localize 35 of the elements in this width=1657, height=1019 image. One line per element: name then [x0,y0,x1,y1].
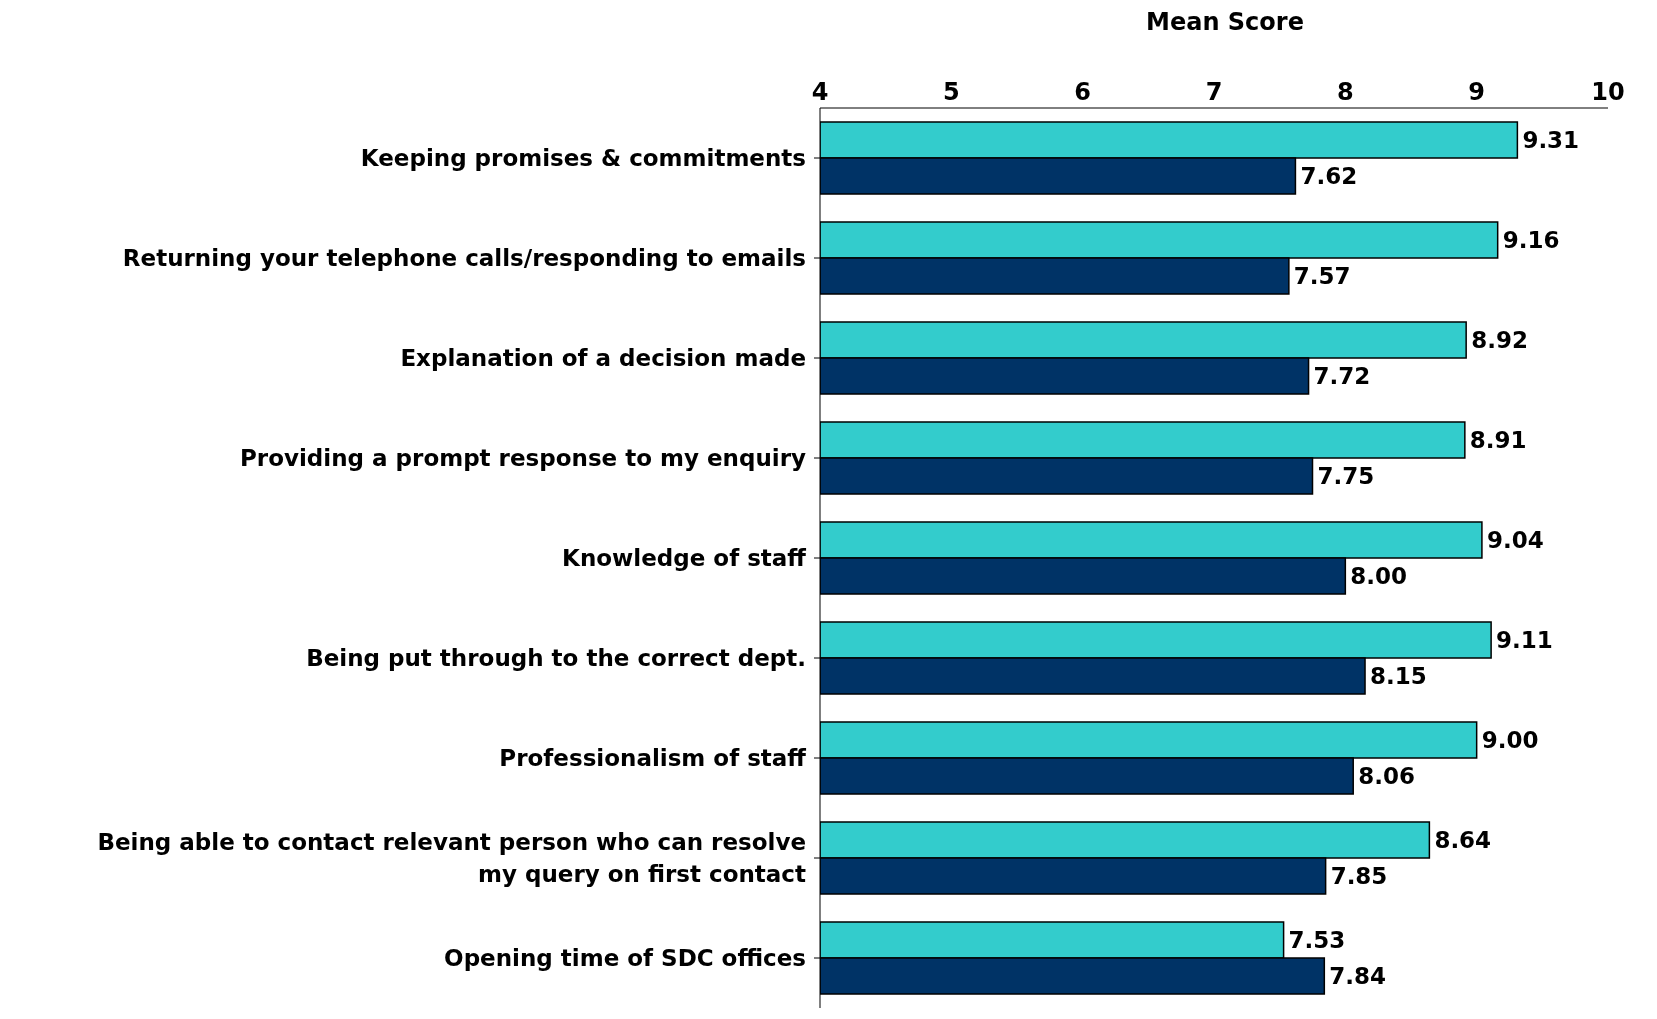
data-label: 7.84 [1329,963,1387,990]
y-tick-label: Returning your telephone calls/responding to emails [122,245,806,271]
data-label: 7.75 [1317,463,1375,490]
data-label: 7.57 [1293,263,1351,290]
data-label: 7.62 [1300,163,1358,190]
data-label: 9.00 [1481,727,1539,754]
x-tick-label: 10 [1591,78,1625,106]
x-tick-label: 4 [811,78,829,106]
y-tick-label: Keeping promises & commitments [360,145,806,171]
y-tick-label: Being able to contact relevant person who can resolve my query on first contact [97,829,806,887]
x-axis-title: Mean Score [1145,8,1305,36]
y-tick-label: Providing a prompt response to my enquiry [239,445,806,471]
y-tick-label: Explanation of a decision made [400,345,806,371]
data-label: 8.92 [1471,327,1528,354]
y-tick-label: Being put through to the correct dept. [306,645,806,671]
data-label: 8.15 [1370,663,1427,690]
data-label: 9.11 [1496,627,1553,654]
data-label: 9.16 [1502,227,1560,254]
y-tick-label: Professionalism of staff [499,745,807,771]
x-tick-label: 8 [1336,78,1354,106]
data-label: 8.91 [1469,427,1527,454]
data-label: 8.64 [1434,827,1492,854]
data-label: 8.06 [1358,763,1415,790]
data-label: 7.72 [1313,363,1371,390]
data-label: 7.85 [1330,863,1388,890]
x-tick-label: 5 [942,78,960,106]
data-label: 8.00 [1350,563,1408,590]
data-label: 7.53 [1288,927,1346,954]
x-tick-label: 6 [1074,78,1092,106]
y-tick-label: Knowledge of staff [562,545,807,571]
data-label: 9.31 [1522,127,1580,154]
x-tick-label: 7 [1205,78,1223,106]
x-tick-label: 9 [1468,78,1486,106]
y-tick-label: Opening time of SDC offices [444,945,806,971]
data-label: 9.04 [1486,527,1544,554]
